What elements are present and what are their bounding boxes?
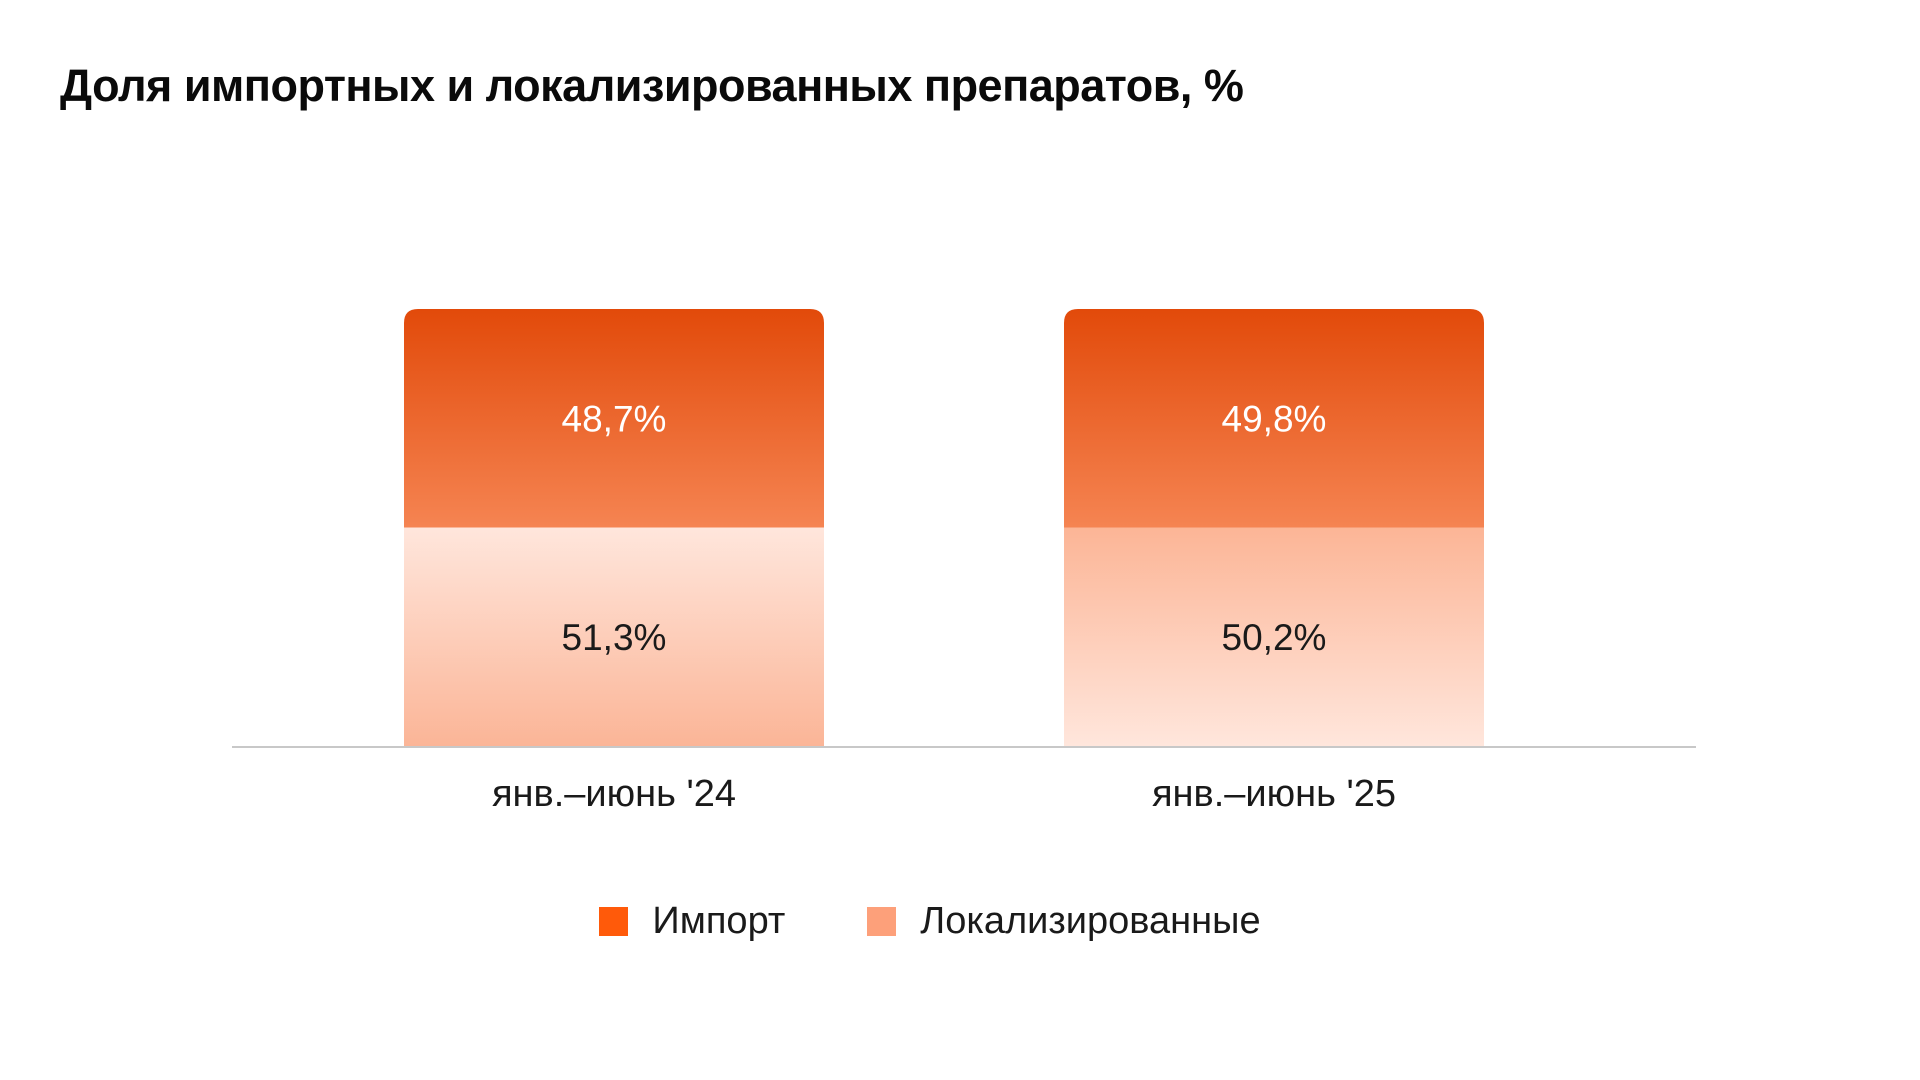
legend-label-localized: Локализированные	[920, 900, 1261, 942]
x-tick-label-1: янв.–июнь '25	[1152, 773, 1396, 815]
legend-label-import: Импорт	[652, 900, 786, 942]
bar-localized-1	[1064, 527, 1484, 746]
labels-group: 48,7% 51,3% янв.–июнь '24 49,8% 50,2% янв.–ию…	[492, 398, 1396, 815]
legend-item-import: Импорт	[599, 900, 785, 943]
data-label-import-1: 49,8%	[1222, 398, 1327, 439]
data-label-localized-0: 51,3%	[562, 617, 667, 658]
legend-swatch-import	[599, 907, 629, 936]
bar-stack-1	[1064, 309, 1484, 746]
chart-title: Доля импортных и локализированных препар…	[60, 60, 1244, 111]
legend: Импорт Локализированные	[0, 900, 1890, 943]
legend-item-localized: Локализированные	[867, 900, 1261, 943]
x-tick-label-0: янв.–июнь '24	[492, 773, 736, 815]
data-label-import-0: 48,7%	[562, 398, 667, 439]
bar-stack-0	[404, 309, 824, 746]
data-label-localized-1: 50,2%	[1222, 617, 1327, 658]
bar-import-0	[404, 309, 824, 528]
bars-group	[404, 309, 1484, 746]
legend-swatch-localized	[867, 907, 897, 936]
bar-localized-0	[404, 527, 824, 746]
bar-import-1	[1064, 309, 1484, 528]
